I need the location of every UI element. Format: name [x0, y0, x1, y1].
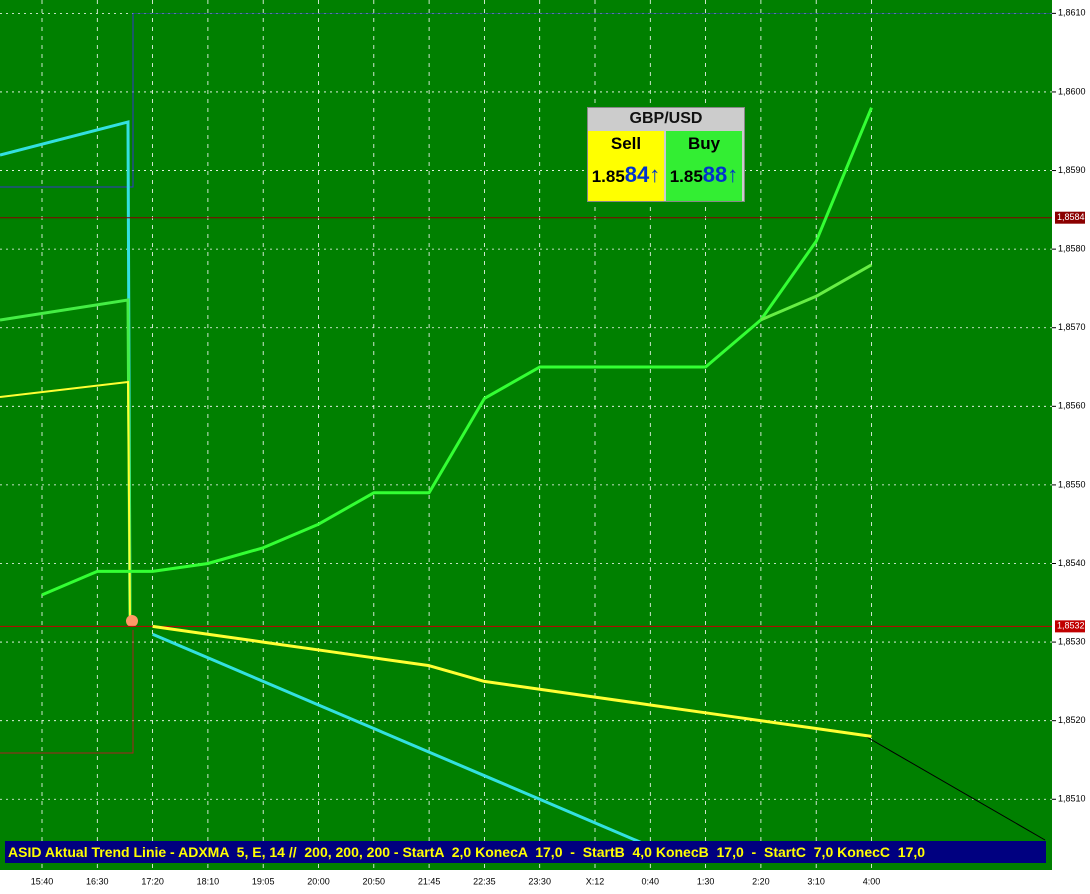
x-tick-label: 20:50 [363, 876, 386, 886]
x-tick-label: 0:40 [642, 876, 660, 886]
indicator-banner: ASID Aktual Trend Linie - ADXMA 5, E, 14… [5, 841, 1046, 863]
price-tag [1055, 620, 1085, 633]
x-tick-label: 4:00 [863, 876, 881, 886]
pair: GBP/USD [629, 110, 703, 127]
y-tick-label: 1,8520 [1058, 715, 1086, 725]
sell-prefix: 1.85 [591, 167, 625, 186]
buy-pips: 88 [702, 162, 728, 187]
y-tick-label: 1,8540 [1058, 558, 1086, 568]
buy-cell[interactable]: Buy 1.8588↑ [666, 131, 742, 201]
range-box [0, 630, 134, 754]
series-line [760, 263, 873, 322]
sell-cell[interactable]: Sell 1.8584↑ [588, 131, 664, 201]
y-tick-label: 1,8610 [1058, 8, 1086, 18]
x-tick-label: 16:30 [86, 876, 109, 886]
series-line [152, 632, 651, 848]
y-tick-label: 1,8600 [1058, 86, 1086, 96]
y-tick-label: 1,8570 [1058, 322, 1086, 332]
x-tick-label: 21:45 [418, 876, 441, 886]
trend-line [864, 735, 1046, 841]
x-tick-label: 2:20 [752, 876, 770, 886]
buy-prefix: 1.85 [669, 167, 703, 186]
y-tick-label: 1,8580 [1058, 244, 1086, 254]
x-tick-label: 15:40 [31, 876, 54, 886]
range-box [0, 13, 134, 188]
plot-area [0, 0, 1052, 870]
sell-pips: 84 [624, 162, 650, 187]
x-tick-label: 22:35 [473, 876, 496, 886]
x-tick-label: 20:00 [307, 876, 330, 886]
buy-price: 1.8588↑ [669, 162, 739, 187]
y-tick-label: 1,8590 [1058, 165, 1086, 175]
sell-label: Sell [610, 134, 642, 153]
series-line [152, 624, 872, 738]
x-tick-label: 17:20 [141, 876, 164, 886]
y-tick-label: 1,8530 [1058, 636, 1086, 646]
x-tick-label: X:12 [586, 876, 605, 886]
y-tick-label: 1,8560 [1058, 401, 1086, 411]
series-line [41, 107, 873, 597]
x-tick-label: 23:30 [528, 876, 551, 886]
price-tag-label: 1,8532 [1057, 621, 1085, 631]
y-tick-label: 1,8510 [1058, 794, 1086, 804]
price-tag [1055, 211, 1085, 224]
y-tick-label: 1,8550 [1058, 479, 1086, 489]
x-tick-label: 1:30 [697, 876, 715, 886]
buy-label: Buy [687, 134, 721, 153]
x-tick-label: 18:10 [197, 876, 220, 886]
x-tick-label: 19:05 [252, 876, 275, 886]
sell-price: 1.8584↑ [591, 162, 661, 187]
quote-panel[interactable]: GBP/USD Sell 1.8584↑ Buy 1.8588↑ [587, 107, 745, 202]
price-tag-label: 1,8584 [1057, 212, 1085, 222]
x-tick-label: 3:10 [807, 876, 825, 886]
range-line [133, 13, 1052, 14]
trend-line [0, 380, 131, 621]
x-axis-panel [0, 870, 1052, 894]
start-point [126, 615, 138, 627]
y-axis-panel [1052, 0, 1090, 894]
